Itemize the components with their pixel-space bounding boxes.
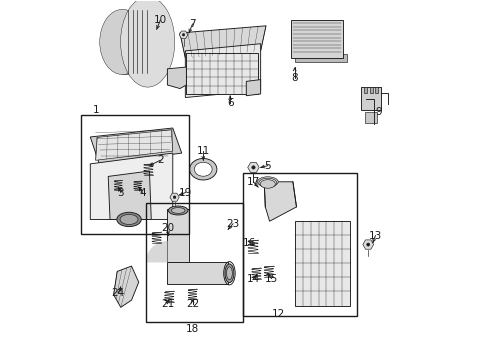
Text: 3: 3 [117,188,124,198]
Text: 24: 24 [111,288,124,298]
Text: 21: 21 [161,299,174,309]
Bar [145,203,242,321]
Polygon shape [122,10,147,74]
Ellipse shape [171,208,184,213]
Ellipse shape [129,12,165,72]
Polygon shape [90,128,182,164]
Polygon shape [363,87,366,93]
Ellipse shape [224,264,233,283]
Text: 10: 10 [153,15,166,26]
Ellipse shape [258,178,276,188]
Bar [186,53,258,94]
Text: 15: 15 [264,274,278,284]
Ellipse shape [142,32,153,52]
Text: 12: 12 [271,310,285,319]
Ellipse shape [113,28,132,56]
Ellipse shape [121,0,174,87]
Polygon shape [167,262,228,284]
Bar [81,116,188,234]
Polygon shape [369,87,372,93]
Polygon shape [113,266,139,307]
Polygon shape [185,44,260,98]
Ellipse shape [132,17,163,67]
Ellipse shape [116,33,129,51]
Polygon shape [90,153,172,220]
Polygon shape [167,209,188,262]
Text: 7: 7 [189,19,195,29]
Ellipse shape [123,2,171,82]
Text: 23: 23 [226,219,239,229]
Polygon shape [294,54,346,62]
Text: 14: 14 [246,274,260,284]
Text: 20: 20 [161,224,174,233]
Ellipse shape [106,19,139,65]
Bar [294,221,349,306]
Text: 22: 22 [185,299,199,309]
Ellipse shape [119,37,125,46]
Text: 17: 17 [246,177,260,187]
Ellipse shape [126,7,168,77]
Ellipse shape [168,206,187,215]
Ellipse shape [189,158,217,180]
Ellipse shape [117,212,141,226]
Text: 18: 18 [185,324,199,334]
Text: 19: 19 [178,188,192,198]
Polygon shape [246,80,260,96]
Circle shape [182,33,184,36]
Ellipse shape [100,9,145,75]
Polygon shape [247,162,259,172]
Text: 11: 11 [196,146,209,156]
Text: 16: 16 [243,238,256,248]
Polygon shape [108,171,151,220]
Polygon shape [145,241,167,262]
Text: 1: 1 [92,105,99,115]
Text: 13: 13 [368,231,381,240]
Ellipse shape [120,215,138,225]
Polygon shape [375,87,378,93]
Ellipse shape [144,37,150,47]
Text: 5: 5 [264,161,270,171]
Polygon shape [96,130,172,160]
Polygon shape [180,26,265,58]
Polygon shape [364,112,376,123]
Circle shape [251,166,255,169]
Text: 9: 9 [375,107,382,117]
Text: 6: 6 [226,98,233,108]
Text: 4: 4 [139,188,145,198]
Polygon shape [169,193,179,201]
Polygon shape [360,87,380,110]
Polygon shape [179,31,187,39]
Bar [290,21,343,58]
Ellipse shape [226,267,232,280]
Polygon shape [362,240,373,249]
Ellipse shape [109,23,135,60]
Ellipse shape [139,27,156,57]
Ellipse shape [257,177,278,187]
Polygon shape [264,182,296,221]
Text: 2: 2 [157,155,163,165]
Polygon shape [167,67,186,89]
Circle shape [173,196,176,199]
Ellipse shape [194,162,212,176]
Bar [242,173,357,316]
Ellipse shape [260,180,275,188]
Ellipse shape [135,22,160,62]
Text: 8: 8 [291,73,297,83]
Circle shape [366,243,369,246]
Ellipse shape [103,14,142,70]
